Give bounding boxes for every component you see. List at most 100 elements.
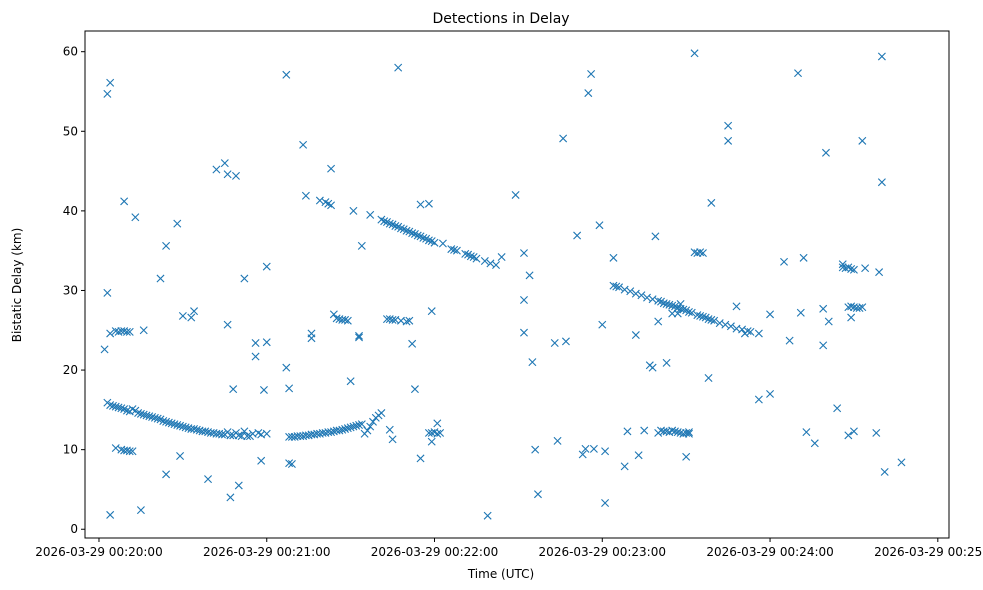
data-point [690, 248, 699, 257]
data-point [402, 317, 411, 326]
data-point [385, 219, 394, 228]
data-point [679, 429, 688, 438]
data-point [134, 409, 143, 418]
data-point [343, 424, 352, 433]
data-point [178, 311, 187, 320]
data-point [858, 136, 867, 145]
data-point [528, 358, 537, 367]
data-point [648, 363, 657, 372]
data-point [159, 417, 168, 425]
data-point [684, 307, 693, 316]
data-point [341, 315, 350, 324]
data-point [167, 419, 176, 428]
data-point [122, 406, 131, 415]
data-point [480, 257, 489, 266]
data-point [327, 201, 336, 210]
data-point [150, 413, 159, 422]
y-axis-label: Bistatic Delay (km) [10, 228, 24, 343]
data-point [164, 418, 173, 427]
data-point [192, 425, 201, 434]
data-point [897, 458, 906, 467]
data-point [346, 377, 355, 386]
data-point [176, 421, 185, 430]
data-point [824, 317, 833, 326]
data-point [156, 274, 165, 283]
data-point [427, 437, 436, 446]
data-point [402, 226, 411, 235]
data-point [520, 249, 528, 258]
data-point [427, 307, 436, 316]
data-point [492, 261, 501, 269]
plot-marks [100, 49, 906, 520]
data-point [391, 222, 400, 230]
data-point [704, 374, 713, 383]
data-point [327, 164, 336, 173]
data-point [106, 78, 115, 87]
data-point [226, 493, 235, 502]
x-tick-label: 2026-03-29 00:20:00 [35, 545, 162, 559]
data-point [634, 451, 643, 460]
data-point [349, 206, 358, 215]
data-point [693, 249, 702, 258]
data-point [237, 432, 246, 441]
y-tick-label: 50 [63, 124, 78, 138]
data-point [698, 249, 707, 258]
data-point [262, 262, 271, 271]
data-point [419, 233, 428, 242]
x-tick-label: 2026-03-29 00:25:00 [874, 545, 983, 559]
data-point [704, 315, 713, 324]
data-point [609, 253, 618, 262]
data-point [819, 304, 828, 313]
data-point [581, 444, 590, 453]
data-point [696, 248, 705, 257]
x-tick-label: 2026-03-29 00:24:00 [706, 545, 833, 559]
data-point [601, 447, 610, 456]
data-point [643, 293, 652, 302]
data-point [553, 436, 562, 445]
data-point [620, 285, 629, 294]
data-point [106, 401, 115, 410]
data-point [153, 414, 162, 423]
data-point [405, 316, 414, 325]
data-point [117, 404, 126, 413]
data-point [696, 311, 705, 320]
data-point [754, 395, 763, 404]
data-point [626, 287, 635, 296]
data-point [282, 70, 291, 79]
data-point [676, 428, 685, 437]
data-point [139, 410, 148, 419]
data-point [136, 506, 145, 515]
data-point [676, 300, 685, 308]
data-point [875, 268, 884, 277]
data-point [578, 450, 587, 459]
data-point [424, 199, 433, 208]
data-point [162, 417, 171, 426]
y-tick-label: 0 [70, 522, 78, 536]
data-point [533, 490, 542, 499]
data-point [352, 421, 361, 430]
data-point [466, 252, 475, 261]
data-point [447, 245, 456, 254]
data-point [103, 89, 112, 98]
data-point [430, 238, 439, 247]
data-point [240, 274, 249, 283]
y-tick-label: 20 [63, 363, 78, 377]
data-point [673, 428, 682, 437]
data-point [682, 428, 691, 437]
data-point [531, 445, 540, 454]
data-point [654, 428, 663, 437]
data-point [366, 422, 375, 431]
data-point [849, 427, 858, 436]
data-point [710, 316, 719, 325]
data-point [259, 385, 268, 394]
x-axis-label: Time (UTC) [467, 567, 534, 581]
y-tick-label: 60 [63, 45, 78, 59]
data-point [732, 302, 741, 311]
data-point [385, 425, 394, 434]
data-point [416, 454, 425, 463]
data-point [687, 308, 696, 317]
data-point [346, 423, 355, 432]
plot-area-frame [84, 30, 950, 539]
